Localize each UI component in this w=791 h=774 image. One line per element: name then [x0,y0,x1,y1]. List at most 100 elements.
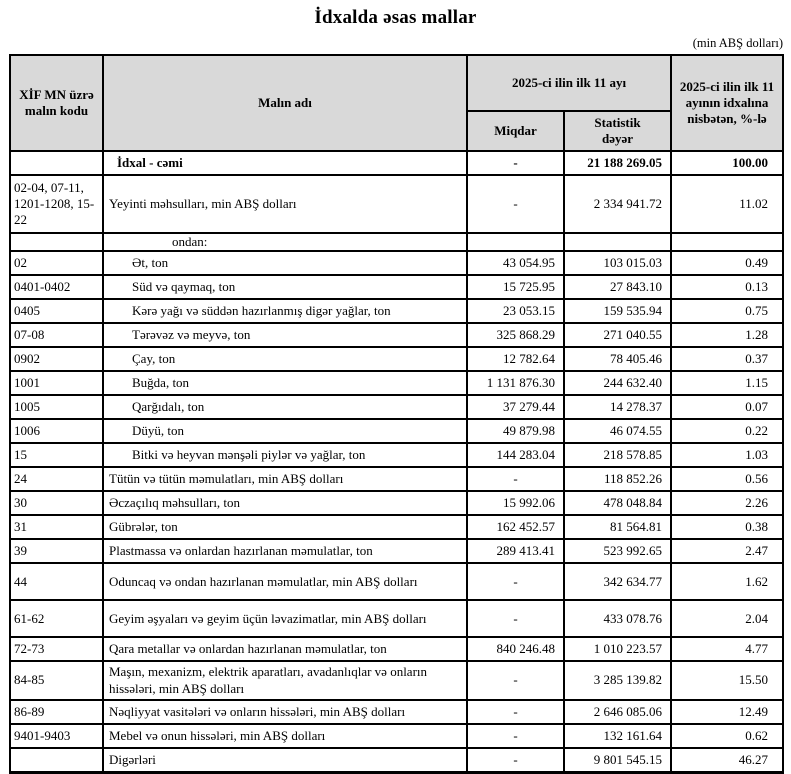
stat-value-cell: 342 634.77 [563,562,672,602]
quantity-cell [466,231,565,253]
quantity-cell: - [466,466,565,493]
quantity-cell: 37 279.44 [466,394,565,421]
code-cell: 0405 [9,298,104,325]
unit-note: (min ABŞ dolları) [692,36,783,50]
share-cell: 0.37 [670,346,784,373]
share-cell: 0.07 [670,394,784,421]
share-cell: 2.47 [670,538,784,565]
quantity-cell: 144 283.04 [466,442,565,469]
page-title: İdxalda əsas mallar [314,7,477,28]
stat-value-cell: 478 048.84 [563,490,672,517]
share-cell: 1.62 [670,562,784,602]
column-header-share: 2025-ci ilin ilk 11 ayının idxalına nisb… [670,54,784,152]
share-cell [670,231,784,253]
share-cell: 4.77 [670,636,784,663]
stat-value-cell: 433 078.76 [563,599,672,639]
name-cell: Plastmassa və onlardan hazırlanan məmula… [102,538,468,565]
code-cell: 9401-9403 [9,722,104,749]
name-cell: ondan: [102,231,468,253]
stat-value-cell: 2 334 941.72 [563,174,672,234]
stat-value-cell: 14 278.37 [563,394,672,421]
table-row: 15 Bitki və heyvan mənşəli piylər və yağ… [9,442,784,469]
column-header-quantity: Miqdar [466,110,565,152]
quantity-cell: 15 992.06 [466,490,565,517]
share-cell: 2.04 [670,599,784,639]
share-cell: 46.27 [670,746,784,774]
quantity-cell: 1 131 876.30 [466,370,565,397]
table-row: 0902 Çay, ton 12 782.64 78 405.46 0.37 [9,346,784,373]
quantity-cell: 43 054.95 [466,250,565,277]
column-header-share-label: 2025-ci ilin ilk 11 ayının idxalına nisb… [679,78,775,127]
share-cell: 0.75 [670,298,784,325]
quantity-cell: 840 246.48 [466,636,565,663]
name-cell: Nəqliyyat vasitələri və onların hissələr… [102,698,468,725]
code-cell: 1001 [9,370,104,397]
quantity-cell: - [466,599,565,639]
code-cell: 39 [9,538,104,565]
table-row: 39 Plastmassa və onlardan hazırlanan məm… [9,538,784,565]
stat-value-cell: 271 040.55 [563,322,672,349]
table-row: 02 Ət, ton 43 054.95 103 015.03 0.49 [9,250,784,277]
name-cell: Kərə yağı və süddən hazırlanmış digər ya… [102,298,468,325]
code-cell: 02-04, 07-11, 1201-1208, 15-22 [9,174,104,234]
share-cell: 1.03 [670,442,784,469]
table-row: 86-89 Nəqliyyat vasitələri və onların hi… [9,698,784,725]
share-cell: 0.22 [670,418,784,445]
table-row: 84-85 Maşın, mexanizm, elektrik aparatla… [9,660,784,701]
table-row: 30 Əczaçılıq məhsulları, ton 15 992.06 4… [9,490,784,517]
code-cell: 0902 [9,346,104,373]
quantity-cell: - [466,722,565,749]
table-row: 1001 Buğda, ton 1 131 876.30 244 632.40 … [9,370,784,397]
quantity-cell: - [466,746,565,774]
name-cell: Qarğıdalı, ton [102,394,468,421]
share-cell: 0.38 [670,514,784,541]
table-row: 61-62 Geyim əşyaları və geyim üçün ləvaz… [9,599,784,639]
column-header-stat-value: Statistik dəyər [563,110,672,152]
share-cell: 1.28 [670,322,784,349]
column-header-name: Malın adı [102,54,468,152]
share-cell: 100.00 [670,150,784,176]
quantity-cell: 49 879.98 [466,418,565,445]
table-body: İdxal - cəmi - 21 188 269.05 100.00 02-0… [9,150,784,774]
name-cell: İdxal - cəmi [102,150,468,176]
code-cell: 61-62 [9,599,104,639]
share-cell: 15.50 [670,660,784,701]
stat-value-cell: 21 188 269.05 [563,150,672,176]
table-row: 0405 Kərə yağı və süddən hazırlanmış dig… [9,298,784,325]
column-header-code-label: XİF MN üzrə malın kodu [19,86,94,118]
stat-value-cell: 159 535.94 [563,298,672,325]
stat-value-cell: 118 852.26 [563,466,672,493]
name-cell: Bitki və heyvan mənşəli piylər və yağlar… [102,442,468,469]
code-cell: 07-08 [9,322,104,349]
table-row: 31 Gübrələr, ton 162 452.57 81 564.81 0.… [9,514,784,541]
quantity-cell: 289 413.41 [466,538,565,565]
stat-value-cell: 103 015.03 [563,250,672,277]
code-cell: 0401-0402 [9,274,104,301]
stat-value-cell: 46 074.55 [563,418,672,445]
name-cell: Yeyinti məhsulları, min ABŞ dolları [102,174,468,234]
table-row: ondan: [9,231,784,253]
quantity-cell: - [466,174,565,234]
quantity-cell: - [466,150,565,176]
name-cell: Süd və qaymaq, ton [102,274,468,301]
table-row: Digərləri - 9 801 545.15 46.27 [9,746,784,774]
name-cell: Düyü, ton [102,418,468,445]
code-cell: 84-85 [9,660,104,701]
name-cell: Digərləri [102,746,468,774]
stat-value-cell: 132 161.64 [563,722,672,749]
quantity-cell: 23 053.15 [466,298,565,325]
quantity-cell: - [466,660,565,701]
share-cell: 12.49 [670,698,784,725]
name-cell: Tərəvəz və meyvə, ton [102,322,468,349]
code-cell: 1006 [9,418,104,445]
share-cell: 0.62 [670,722,784,749]
stat-value-cell: 9 801 545.15 [563,746,672,774]
code-cell: 24 [9,466,104,493]
table-row: 0401-0402 Süd və qaymaq, ton 15 725.95 2… [9,274,784,301]
name-cell: Tütün və tütün məmulatları, min ABŞ doll… [102,466,468,493]
share-cell: 2.26 [670,490,784,517]
stat-value-cell: 27 843.10 [563,274,672,301]
quantity-cell: - [466,698,565,725]
column-header-period-group: 2025-ci ilin ilk 11 ayı [466,54,672,112]
stat-value-cell: 3 285 139.82 [563,660,672,701]
